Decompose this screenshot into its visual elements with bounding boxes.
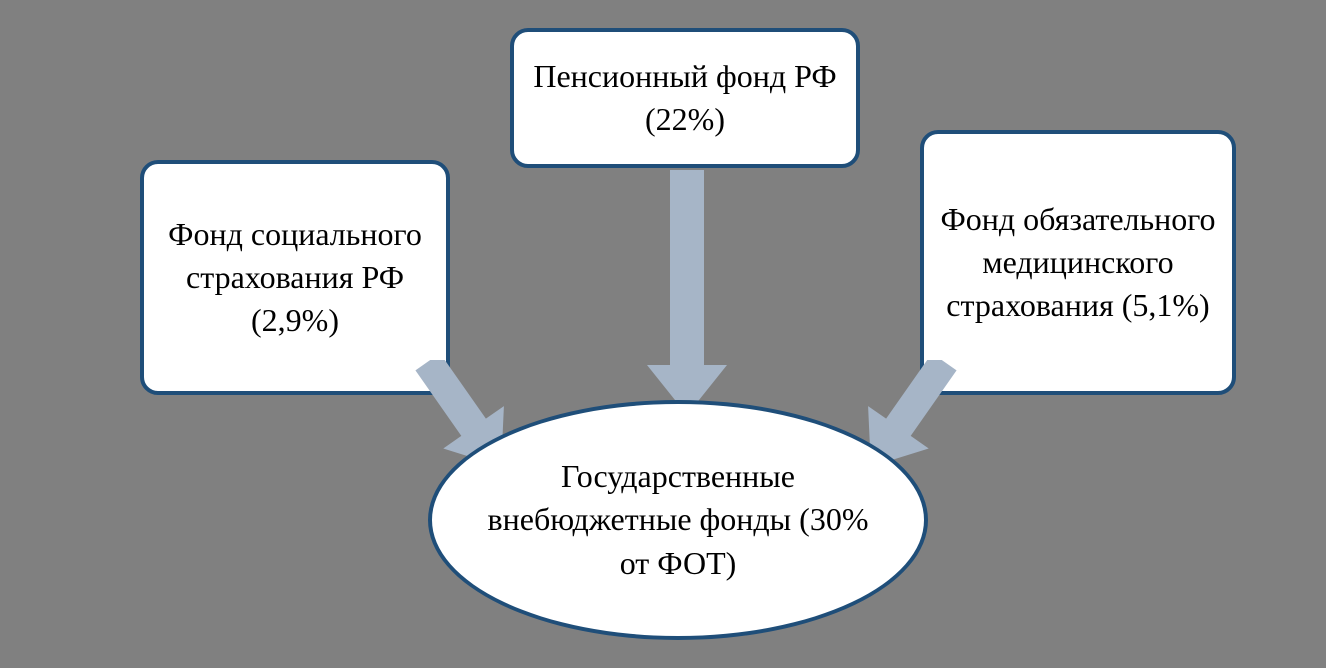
- node-social-insurance-fund-label: Фонд социального страхования РФ (2,9%): [160, 213, 430, 343]
- arrow-top-to-center-icon: [647, 170, 727, 415]
- node-pension-fund-label: Пенсионный фонд РФ (22%): [530, 55, 840, 141]
- node-medical-insurance-fund: Фонд обязательного медицинского страхова…: [920, 130, 1236, 395]
- node-state-extrabudgetary-funds: Государственные внебюджетные фонды (30% …: [428, 400, 928, 640]
- node-pension-fund: Пенсионный фонд РФ (22%): [510, 28, 860, 168]
- node-social-insurance-fund: Фонд социального страхования РФ (2,9%): [140, 160, 450, 395]
- node-state-extrabudgetary-funds-label: Государственные внебюджетные фонды (30% …: [482, 455, 874, 585]
- node-medical-insurance-fund-label: Фонд обязательного медицинского страхова…: [940, 198, 1216, 328]
